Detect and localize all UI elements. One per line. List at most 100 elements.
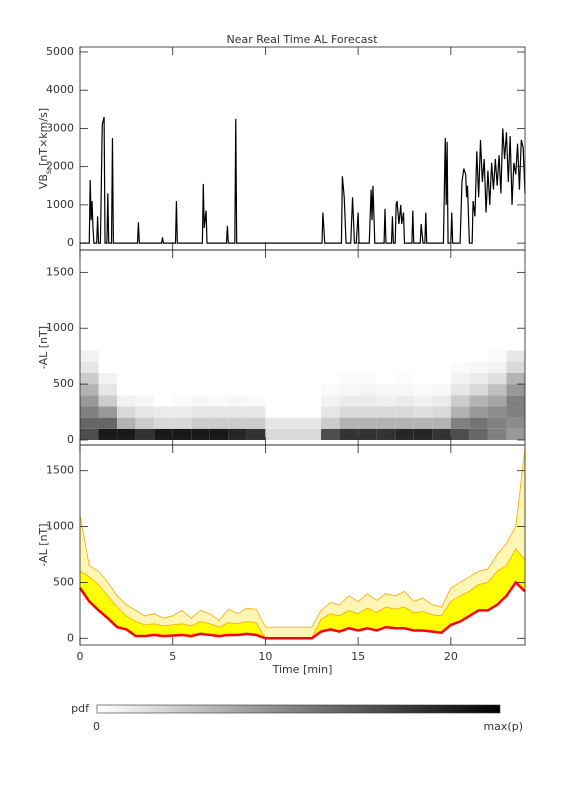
- heat-cell: [172, 350, 192, 362]
- heat-cell: [80, 395, 99, 407]
- y-axis-label: -AL [nT]: [37, 523, 50, 566]
- heat-cell: [191, 372, 210, 385]
- heat-cell: [302, 428, 322, 440]
- heat-cell: [172, 395, 192, 407]
- heat-cell: [283, 361, 303, 373]
- y-tick-label: 1000: [46, 198, 74, 211]
- heat-cell: [506, 384, 525, 396]
- heat-cell: [395, 417, 414, 429]
- heat-cell: [395, 384, 414, 396]
- heat-cell: [358, 428, 377, 440]
- heat-cell: [450, 395, 470, 407]
- heat-cell: [172, 361, 192, 373]
- heat-cell: [506, 372, 525, 385]
- y-tick-label: 1500: [46, 265, 74, 278]
- heat-cell: [358, 384, 377, 396]
- x-tick-label: 0: [77, 650, 84, 663]
- heat-cell: [98, 395, 118, 407]
- heat-cell: [302, 417, 322, 429]
- heat-cell: [228, 406, 247, 418]
- x-tick-label: 10: [258, 650, 272, 663]
- heat-cell: [321, 428, 340, 440]
- heat-cell: [432, 350, 451, 362]
- heat-cell: [246, 384, 266, 396]
- y-axis-label-main: -AL [nT]: [37, 523, 50, 566]
- heat-cell: [469, 395, 488, 407]
- heat-cell: [98, 350, 118, 362]
- heat-cell: [135, 361, 155, 373]
- heat-cell: [209, 417, 229, 429]
- heat-cell: [98, 372, 118, 385]
- heat-cell: [209, 406, 229, 418]
- heat-cell: [135, 372, 155, 385]
- heat-cell: [506, 417, 525, 429]
- x-tick-label: 20: [444, 650, 458, 663]
- heat-cell: [302, 395, 322, 407]
- colorbar: [96, 704, 501, 714]
- heat-cell: [487, 406, 507, 418]
- heat-cell: [469, 428, 488, 440]
- heat-cell: [395, 361, 414, 373]
- y-tick-label: 0: [67, 631, 74, 644]
- heat-cell: [209, 395, 229, 407]
- heat-cell: [80, 417, 99, 429]
- heat-cell: [413, 361, 433, 373]
- y-axis-label: -AL [nT]: [37, 326, 50, 369]
- heat-cell: [487, 395, 507, 407]
- heat-cell: [302, 350, 322, 362]
- heat-cell: [376, 372, 396, 385]
- heat-cell: [209, 384, 229, 396]
- heat-cell: [228, 372, 247, 385]
- heat-cell: [376, 384, 396, 396]
- forecast-line: [78, 580, 526, 640]
- heat-cell: [191, 361, 210, 373]
- heat-cell: [487, 372, 507, 385]
- heat-cell: [469, 372, 488, 385]
- heat-cell: [487, 361, 507, 373]
- heat-cell: [506, 406, 525, 418]
- heat-cell: [265, 350, 284, 362]
- heat-cell: [98, 428, 118, 440]
- y-tick-label: 1000: [46, 520, 74, 533]
- data-line: [80, 116, 526, 244]
- heat-cell: [469, 361, 488, 373]
- heat-cell: [302, 361, 322, 373]
- heat-cell: [321, 372, 340, 385]
- heat-cell: [80, 372, 99, 385]
- heat-cell: [487, 417, 507, 429]
- band-edge: [79, 448, 526, 628]
- y-tick-label: 5000: [46, 45, 74, 58]
- heat-cell: [135, 406, 155, 418]
- heat-cell: [302, 406, 322, 418]
- heat-cell: [283, 406, 303, 418]
- heat-cell: [98, 417, 118, 429]
- heat-cell: [172, 406, 192, 418]
- heat-cell: [450, 417, 470, 429]
- heat-cell: [117, 384, 136, 396]
- heat-cell: [321, 384, 340, 396]
- heat-cell: [154, 395, 173, 407]
- y-tick-label: 1500: [46, 464, 74, 477]
- heat-cell: [117, 361, 136, 373]
- y-tick-label: 0: [67, 236, 74, 249]
- heat-cell: [432, 395, 451, 407]
- heat-cell: [376, 406, 396, 418]
- heat-cell: [265, 372, 284, 385]
- heat-cell: [80, 350, 99, 362]
- heat-cell: [376, 428, 396, 440]
- heat-cell: [265, 428, 284, 440]
- heat-cell: [450, 361, 470, 373]
- heat-cell: [172, 384, 192, 396]
- heat-cell: [450, 372, 470, 385]
- heat-cell: [376, 395, 396, 407]
- heat-cell: [358, 372, 377, 385]
- heat-cell: [228, 350, 247, 362]
- heat-cell: [432, 361, 451, 373]
- heat-cell: [339, 350, 359, 362]
- heat-cell: [358, 361, 377, 373]
- heat-cell: [246, 428, 266, 440]
- heat-cell: [321, 395, 340, 407]
- heat-cell: [209, 350, 229, 362]
- plot-frame: [79, 46, 526, 251]
- heat-cell: [191, 417, 210, 429]
